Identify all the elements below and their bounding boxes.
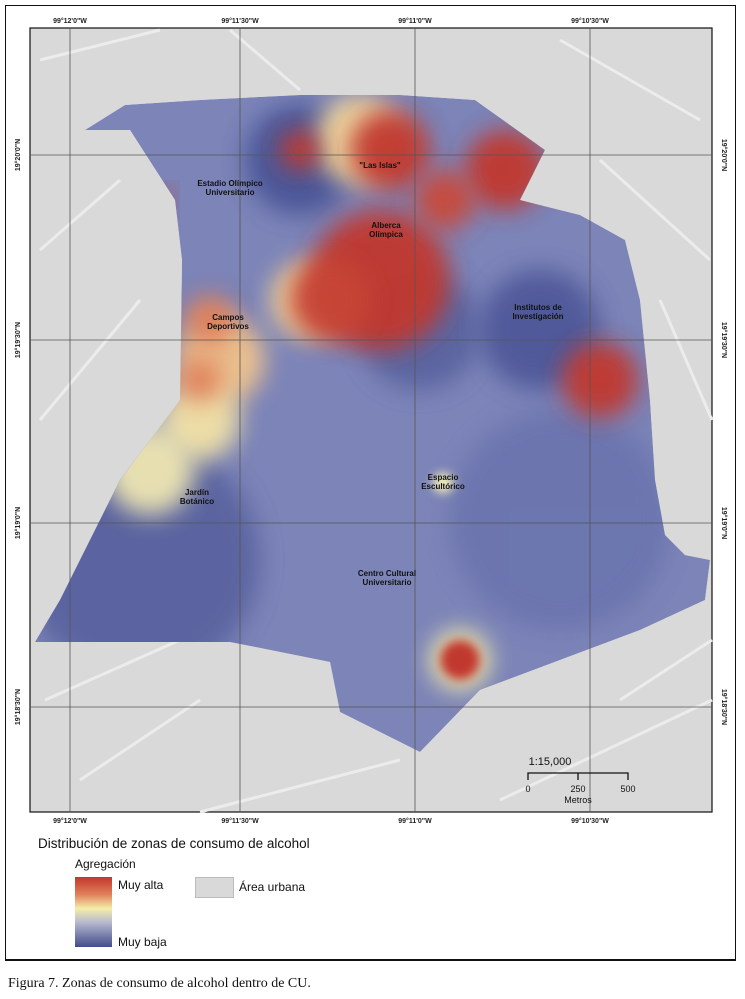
place-label: Alberca Olímpica	[369, 221, 403, 239]
latitude-label: 19°19'0"N	[14, 507, 22, 539]
place-label: Institutos de Investigación	[512, 303, 563, 321]
longitude-label: 99°11'30"W	[221, 817, 259, 825]
latitude-label: 19°20'0"N	[14, 139, 22, 171]
divider	[5, 960, 736, 961]
latitude-label: 19°19'0"N	[720, 507, 728, 539]
place-label: Jardín Botánico	[180, 488, 214, 506]
scale-tick: 250	[570, 784, 585, 794]
legend-urban-swatch	[195, 877, 234, 898]
figure-caption: Figura 7. Zonas de consumo de alcohol de…	[8, 976, 311, 991]
latitude-label: 19°19'30"N	[14, 322, 22, 358]
figure-frame	[5, 5, 736, 960]
longitude-label: 99°11'0"W	[398, 17, 432, 25]
scale-tick: 500	[620, 784, 635, 794]
latitude-label: 19°20'0"N	[720, 139, 728, 171]
urban-streets	[38, 28, 714, 814]
scale-unit: Metros	[564, 795, 592, 805]
place-label: Campos Deportivos	[207, 313, 249, 331]
latitude-label: 19°18'30"N	[720, 689, 728, 725]
legend-color-ramp	[75, 877, 112, 947]
place-label: "Las Islas"	[359, 161, 401, 170]
longitude-label: 99°12'0"W	[53, 17, 87, 25]
map: 99°12'0"W 99°12'0"W 99°11'30"W 99°11'30"W 99…	[14, 17, 728, 825]
scale-tick: 0	[525, 784, 530, 794]
graticule: 99°12'0"W 99°12'0"W 99°11'30"W 99°11'30"W 99…	[14, 17, 728, 825]
longitude-label: 99°10'30"W	[571, 17, 609, 25]
legend-ramp-title: Agregación	[75, 857, 136, 871]
place-label: Estadio Olímpico Universitario	[197, 179, 262, 197]
scale-ratio: 1:15,000	[529, 756, 572, 768]
place-label: Espacio Escultórico	[421, 473, 465, 491]
latitude-label: 19°19'30"N	[720, 322, 728, 358]
place-label: Centro Cultural Universitario	[358, 569, 416, 587]
legend-title: Distribución de zonas de consumo de alco…	[38, 836, 310, 851]
longitude-label: 99°10'30"W	[571, 817, 609, 825]
legend-high-label: Muy alta	[118, 878, 164, 892]
longitude-label: 99°12'0"W	[53, 817, 87, 825]
legend-urban-label: Área urbana	[239, 880, 306, 894]
longitude-label: 99°11'30"W	[221, 17, 259, 25]
longitude-label: 99°11'0"W	[398, 817, 432, 825]
legend-low-label: Muy baja	[118, 935, 167, 949]
scale-bar: 1:15,000 0 250 500 Metros	[525, 756, 635, 805]
latitude-label: 19°18'30"N	[14, 689, 22, 725]
